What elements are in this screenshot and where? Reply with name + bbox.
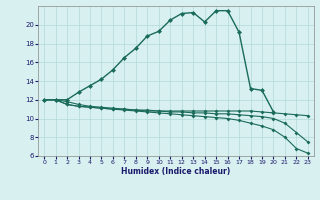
X-axis label: Humidex (Indice chaleur): Humidex (Indice chaleur) <box>121 167 231 176</box>
